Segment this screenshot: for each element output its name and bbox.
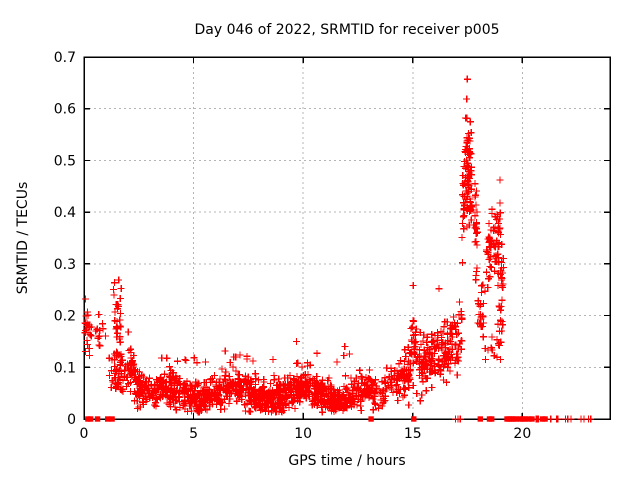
y-tick-label: 0.5 bbox=[54, 153, 76, 169]
x-tick-label: 15 bbox=[404, 426, 422, 442]
zero-value-block bbox=[489, 416, 495, 422]
zero-value-block bbox=[105, 416, 111, 422]
x-axis-label: GPS time / hours bbox=[288, 453, 405, 469]
zero-value-block bbox=[522, 416, 528, 422]
zero-value-block bbox=[411, 416, 417, 422]
x-tick-label: 5 bbox=[189, 426, 198, 442]
y-tick-label: 0.6 bbox=[54, 102, 76, 118]
zero-value-block bbox=[529, 416, 535, 422]
y-tick-label: 0.1 bbox=[54, 360, 76, 376]
x-tick-label: 20 bbox=[513, 426, 531, 442]
y-tick-label: 0.4 bbox=[54, 205, 76, 221]
zero-value-block bbox=[368, 416, 374, 422]
zero-value-block bbox=[94, 416, 101, 422]
y-tick-label: 0.7 bbox=[54, 50, 76, 66]
chart-title: Day 046 of 2022, SRMTID for receiver p00… bbox=[194, 22, 499, 38]
x-tick-label: 0 bbox=[80, 426, 89, 442]
y-tick-labels: 0 0.1 0.2 0.3 0.4 0.5 0.6 0.7 bbox=[54, 50, 76, 428]
y-tick-label: 0.3 bbox=[54, 257, 76, 273]
zero-value-markers bbox=[85, 416, 548, 422]
zero-value-block bbox=[477, 416, 483, 422]
plot-border bbox=[83, 56, 611, 420]
zero-value-block bbox=[513, 416, 519, 422]
zero-value-block bbox=[109, 416, 115, 422]
scatter-points bbox=[81, 75, 595, 423]
y-axis-label: SRMTID / TECUs bbox=[15, 182, 31, 295]
y-tick-label: 0.2 bbox=[54, 309, 76, 325]
x-tick-labels: 0 5 10 15 20 bbox=[80, 426, 532, 442]
zero-value-block bbox=[85, 416, 91, 422]
zero-value-block bbox=[542, 416, 548, 422]
y-tick-label: 0 bbox=[67, 412, 76, 428]
x-tick-label: 10 bbox=[294, 426, 312, 442]
zero-value-block bbox=[526, 416, 532, 422]
zero-value-block bbox=[87, 416, 94, 422]
